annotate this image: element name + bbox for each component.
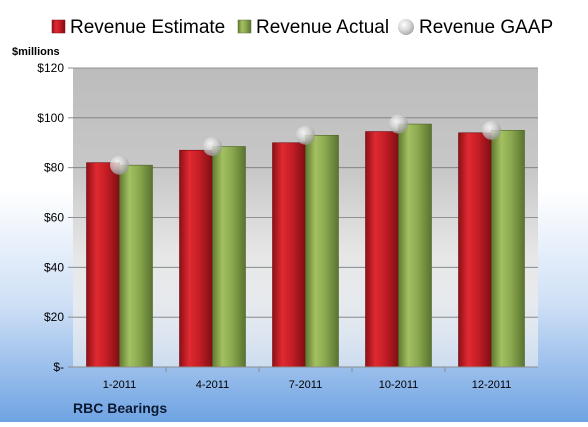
y-tick-label: $100 — [37, 111, 64, 125]
bar-revenue-estimate — [86, 162, 120, 368]
bar-revenue-actual — [398, 123, 432, 368]
x-axis-ticks: 1-2011 4-2011 7-2011 10-2011 12-2011 — [103, 367, 512, 391]
point-revenue-gaap — [203, 136, 222, 156]
y-tick-label: $- — [53, 360, 64, 374]
y-tick-label: $80 — [44, 161, 64, 175]
y-tick-label: $60 — [44, 211, 64, 225]
bar-revenue-actual — [305, 134, 339, 368]
y-axis-ticks: $- $20 $40 $60 $80 $100 $120 — [37, 61, 73, 374]
legend-item-gaap: Revenue GAAP — [398, 17, 553, 38]
point-revenue-gaap — [389, 114, 408, 134]
legend-label-actual: Revenue Actual — [256, 17, 389, 38]
y-tick-label: $120 — [37, 61, 64, 75]
bar-revenue-actual — [119, 164, 153, 368]
x-tick-label: 12-2011 — [472, 379, 512, 391]
legend-marker-gaap — [398, 19, 414, 35]
x-tick-label: 1-2011 — [103, 379, 136, 391]
bars — [86, 114, 525, 368]
y-axis-unit-label: $millions — [12, 46, 60, 58]
bar-revenue-estimate — [365, 131, 399, 368]
legend: Revenue Estimate Revenue Actual Revenue … — [51, 17, 553, 38]
company-name: RBC Bearings — [73, 400, 167, 416]
x-tick-label: 7-2011 — [289, 379, 322, 391]
legend-label-gaap: Revenue GAAP — [419, 17, 553, 38]
bar-revenue-actual — [491, 129, 525, 368]
y-tick-label: $20 — [44, 310, 64, 324]
legend-swatch-estimate — [51, 19, 66, 34]
point-revenue-gaap — [296, 125, 315, 145]
point-revenue-gaap — [110, 155, 129, 175]
legend-swatch-actual — [237, 19, 252, 34]
x-tick-label: 4-2011 — [196, 379, 229, 391]
x-tick-label: 10-2011 — [379, 379, 419, 391]
legend-label-estimate: Revenue Estimate — [70, 17, 225, 38]
bar-revenue-estimate — [458, 132, 492, 368]
legend-item-actual: Revenue Actual — [237, 17, 389, 38]
bar-revenue-estimate — [179, 149, 213, 368]
bar-revenue-actual — [212, 146, 246, 368]
bar-revenue-estimate — [272, 142, 306, 368]
point-revenue-gaap — [482, 120, 501, 140]
y-tick-label: $40 — [44, 260, 64, 274]
legend-item-estimate: Revenue Estimate — [51, 17, 225, 38]
